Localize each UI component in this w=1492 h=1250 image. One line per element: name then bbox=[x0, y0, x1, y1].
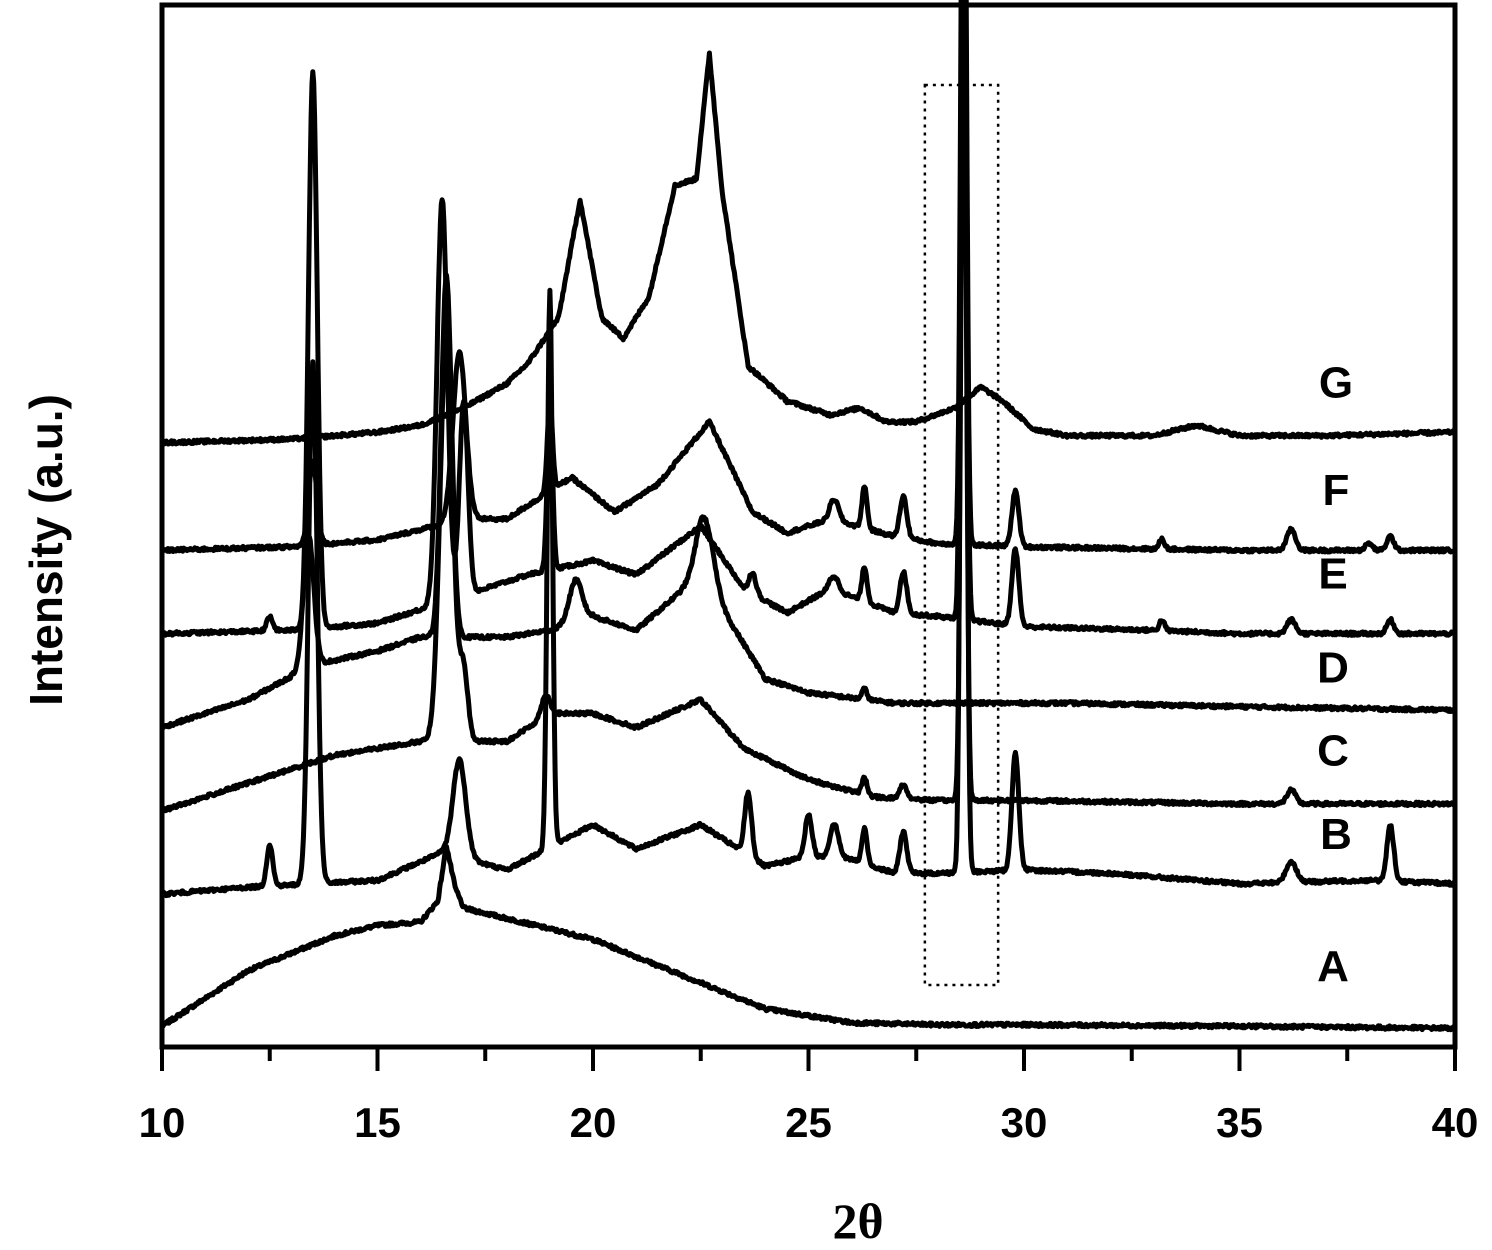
x-tick-label: 35 bbox=[1216, 1099, 1263, 1146]
series-e-trace bbox=[159, 0, 1458, 638]
series-d-label: D bbox=[1317, 643, 1349, 692]
x-tick-label: 15 bbox=[354, 1099, 401, 1146]
series-d-trace bbox=[159, 272, 1458, 731]
x-tick-label: 40 bbox=[1432, 1099, 1479, 1146]
series-a-label: A bbox=[1317, 942, 1349, 991]
series-a-trace bbox=[159, 844, 1458, 1033]
y-axis-title: Intensity (a.u.) bbox=[20, 394, 72, 706]
series-g-trace bbox=[159, 50, 1458, 447]
x-axis-title: 2θ bbox=[832, 1193, 883, 1249]
series-f-label: F bbox=[1323, 466, 1350, 515]
series-f-trace bbox=[159, 0, 1458, 555]
x-tick-label: 10 bbox=[139, 1099, 186, 1146]
x-tick-label: 25 bbox=[785, 1099, 832, 1146]
highlight-box bbox=[923, 83, 1000, 987]
x-tick-label: 30 bbox=[1001, 1099, 1048, 1146]
series-c-label: C bbox=[1317, 727, 1349, 776]
series-g-label: G bbox=[1319, 358, 1353, 407]
series-b-trace bbox=[159, 0, 1458, 899]
x-tick-label: 20 bbox=[570, 1099, 617, 1146]
series-c-trace bbox=[159, 0, 1458, 814]
series-e-label: E bbox=[1318, 550, 1347, 599]
series-b-label: B bbox=[1320, 810, 1352, 859]
